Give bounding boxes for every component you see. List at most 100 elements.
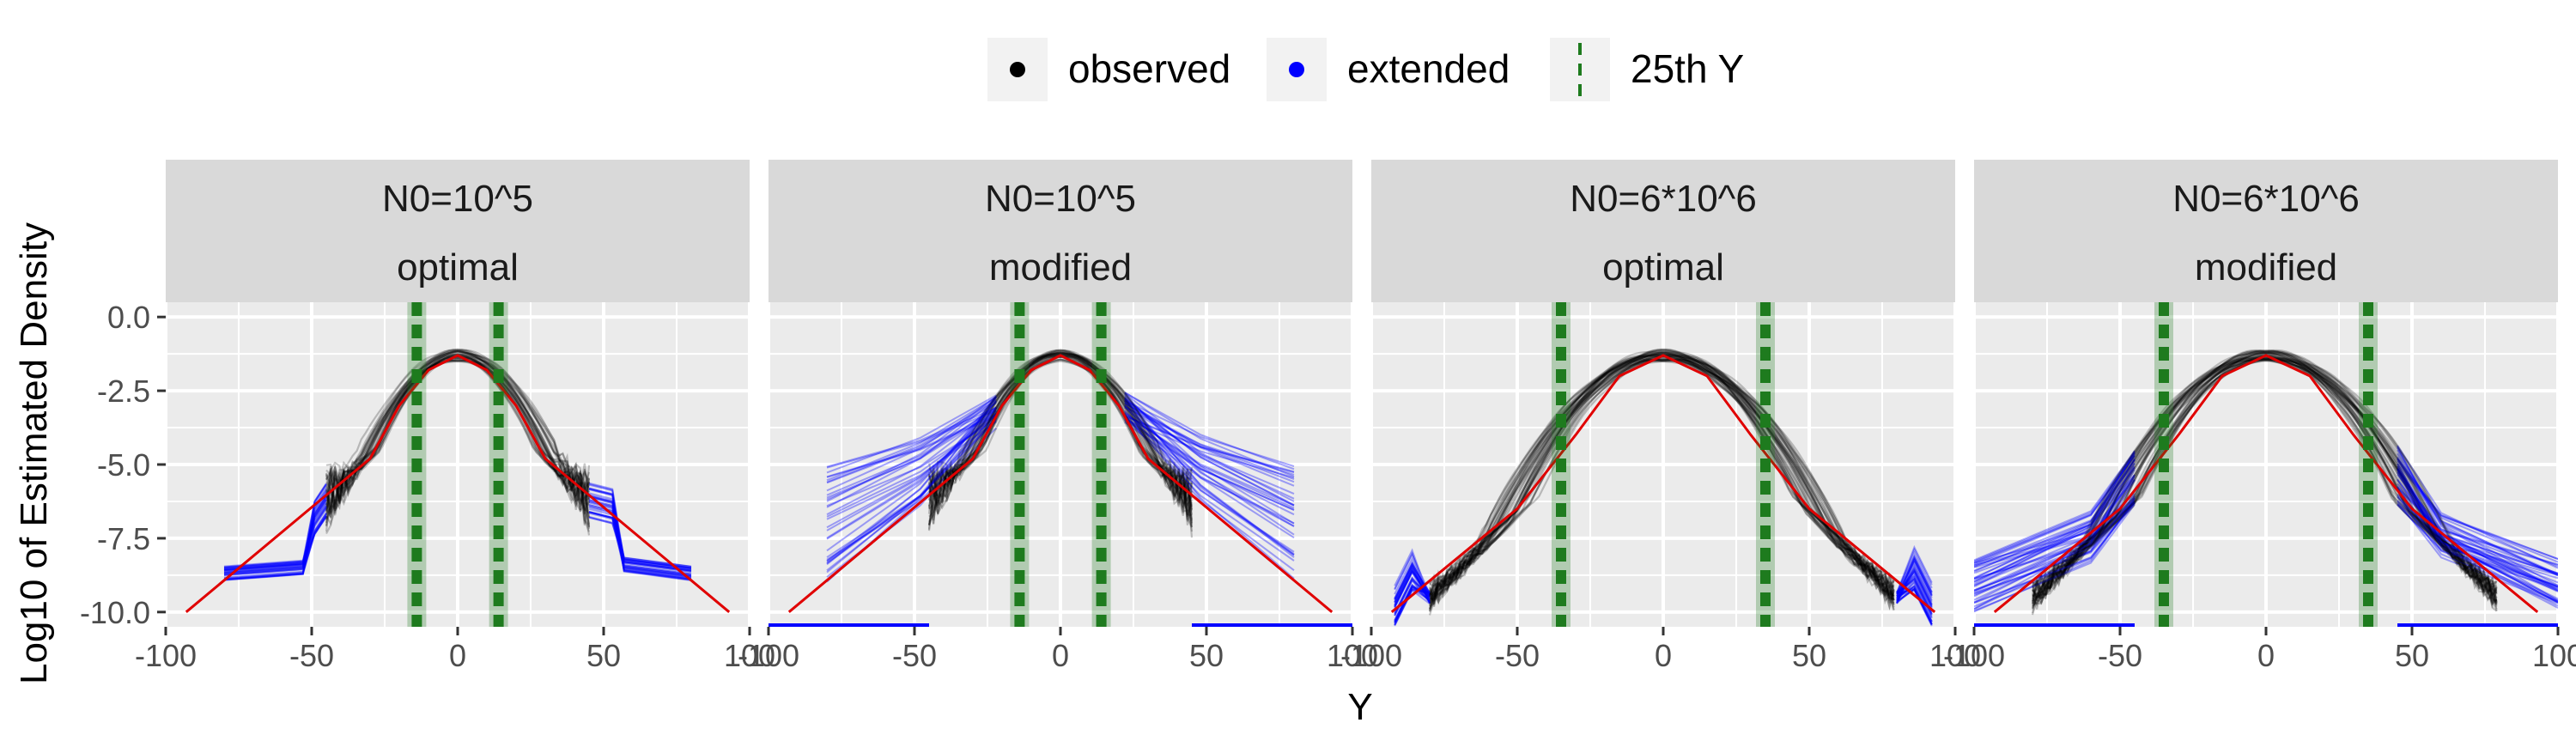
extended-curve — [223, 507, 327, 576]
x-axis: -100 -50 0 50 100 — [738, 627, 1378, 673]
extended-curve — [223, 505, 327, 572]
extended-curve — [826, 396, 997, 502]
extended-curve — [2397, 458, 2558, 568]
extended-curve — [826, 396, 997, 566]
observed-curve — [1428, 359, 1895, 612]
extended-curve — [2397, 478, 2558, 588]
extended-curve — [2397, 465, 2558, 604]
observed-curve — [2032, 357, 2498, 605]
extended-curve — [588, 488, 692, 581]
extended-curve — [1394, 588, 1431, 626]
x-tick-label: -100 — [135, 638, 197, 673]
observed-curve — [927, 349, 1193, 507]
observed-curve — [2032, 358, 2497, 592]
extended-curve — [1394, 588, 1431, 626]
extended-curve — [1896, 587, 1933, 625]
extended-curve — [1896, 561, 1933, 598]
extended-curve — [1896, 589, 1933, 627]
extended-curve — [2397, 467, 2558, 604]
extended-curve — [1896, 585, 1933, 622]
true-density-line — [185, 354, 731, 613]
extended-curve — [223, 515, 327, 574]
observed-curve — [325, 348, 590, 513]
extended-curve — [2397, 486, 2558, 566]
extended-curve — [1896, 567, 1933, 605]
extended-curve — [2397, 496, 2558, 574]
extended-curve — [223, 515, 327, 579]
extended-curve — [223, 499, 327, 570]
extended-curve — [588, 511, 692, 571]
extended-curve — [2397, 463, 2558, 604]
observed-curve — [1428, 358, 1895, 608]
observed-curve — [2031, 359, 2498, 602]
extended-curve — [1896, 544, 1933, 593]
observed-curve — [927, 355, 1194, 526]
extended-curve — [223, 512, 327, 581]
observed-curve — [2031, 352, 2498, 606]
extended-curve — [588, 515, 692, 575]
panel-3: N0=6*10^6 optimal -100 -50 0 50 100 — [1340, 160, 1981, 673]
extended-curve — [1124, 404, 1295, 539]
observed-curve — [1428, 352, 1895, 605]
extended-curve — [1124, 413, 1295, 507]
extended-curve — [588, 492, 692, 568]
extended-curve — [826, 398, 997, 508]
data-layer — [1974, 302, 2558, 627]
observed-curve — [928, 358, 1194, 518]
extended-curve — [223, 515, 327, 581]
extended-curve — [588, 495, 692, 572]
gridlines — [767, 302, 1354, 627]
extended-curve — [1394, 568, 1431, 606]
extended-curve — [588, 516, 692, 572]
observed-curve — [2032, 349, 2498, 603]
extended-curve — [1974, 458, 2136, 583]
x-tick-label: -50 — [892, 638, 937, 673]
observed-curve — [1428, 359, 1894, 616]
observed-curve — [1428, 353, 1895, 597]
extended-curve — [826, 396, 997, 492]
extended-curve — [1394, 588, 1431, 626]
extended-curve — [1394, 562, 1431, 604]
extended-curve — [2397, 493, 2558, 588]
strip-background — [1974, 160, 2558, 302]
extended-curve — [223, 507, 327, 568]
extended-curve — [2397, 503, 2558, 590]
extended-curve — [1974, 469, 2136, 604]
extended-curve — [826, 400, 997, 574]
extended-curve — [223, 499, 327, 575]
extended-curve — [1124, 415, 1295, 553]
extended-curve — [1974, 474, 2136, 592]
extended-curve — [1124, 397, 1295, 558]
extended-curve — [1974, 501, 2136, 604]
strip-label-method: optimal — [397, 246, 519, 288]
extended-curve — [588, 507, 692, 569]
extended-curve — [1896, 557, 1933, 604]
extended-curve — [826, 399, 997, 483]
extended-curve — [1394, 584, 1431, 622]
observed-curve — [2032, 349, 2498, 607]
extended-curve — [826, 405, 997, 501]
strip-background — [1371, 160, 1955, 302]
observed-curve — [325, 350, 591, 512]
observed-curve — [1429, 351, 1894, 608]
extended-curve — [1974, 497, 2136, 595]
extended-curve — [1394, 586, 1431, 623]
x-tick-label: -50 — [289, 638, 334, 673]
extended-curve — [1394, 586, 1431, 623]
strip-label-n0: N0=10^5 — [985, 178, 1136, 220]
x-tick-label: -100 — [738, 638, 799, 673]
extended-curve — [2397, 460, 2558, 561]
extended-curve — [223, 506, 327, 571]
strip-label-n0: N0=6*10^6 — [2172, 178, 2360, 220]
strip-label-n0: N0=10^5 — [382, 178, 533, 220]
observed-curve — [2032, 351, 2498, 596]
extended-curve — [826, 396, 997, 482]
extended-curve — [2397, 445, 2558, 569]
extended-curve — [223, 483, 327, 580]
extended-curve — [2397, 502, 2558, 576]
extended-curve — [1124, 401, 1295, 500]
observed-curve — [928, 349, 1194, 511]
extended-curve — [1974, 466, 2136, 572]
data-layer — [1390, 302, 1936, 627]
observed-curve — [1429, 360, 1895, 602]
